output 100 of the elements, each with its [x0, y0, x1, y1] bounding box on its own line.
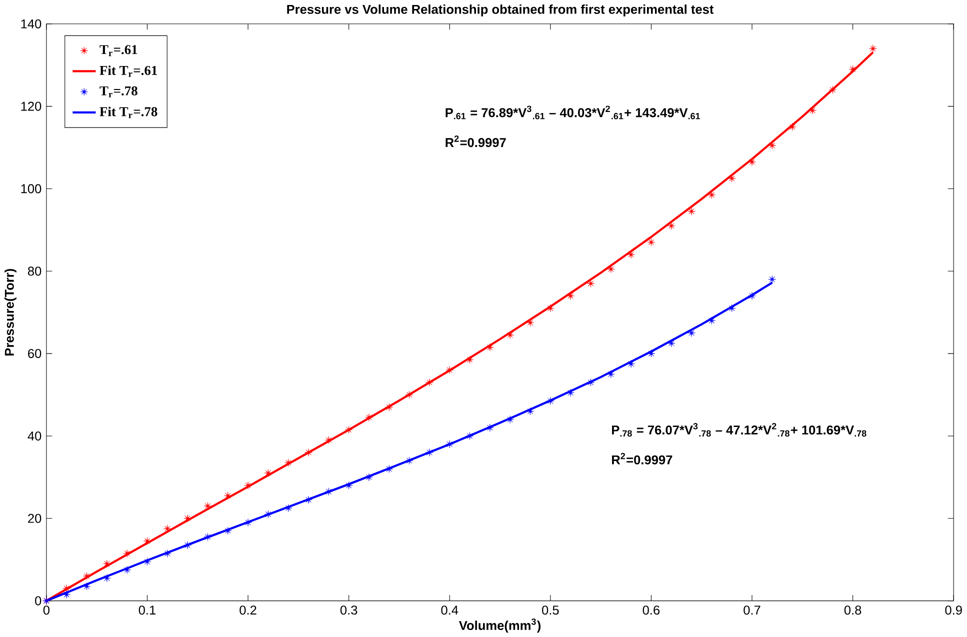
point [768, 142, 776, 150]
point [506, 416, 514, 424]
annotation: R$^{2}$=0.9997 [446, 136, 506, 148]
point [869, 44, 877, 52]
point [103, 560, 111, 568]
x-tick-label: 0.8 [844, 606, 862, 615]
point [264, 469, 272, 477]
point [405, 390, 414, 399]
point [446, 440, 454, 448]
point [688, 207, 696, 216]
point [426, 378, 434, 386]
point [385, 403, 394, 412]
point [627, 360, 635, 368]
point [708, 316, 716, 324]
y-tick-label: 140 [21, 19, 42, 28]
point [446, 366, 454, 374]
x-tick-label: 0.4 [441, 606, 458, 615]
point [768, 275, 776, 284]
point [62, 590, 70, 599]
point [204, 532, 212, 541]
point [324, 488, 333, 496]
text: P$_{.78}$ = 76.07*V$^{3}$$_{.78}$ – 47.12*V$^{2}$$_{.78}$+ 101.69*V$_{.78}$ [612, 422, 866, 437]
point [667, 222, 676, 230]
point [143, 558, 152, 566]
point [828, 86, 837, 94]
point [848, 65, 857, 74]
point [264, 510, 272, 518]
point [163, 549, 172, 558]
point [546, 304, 554, 312]
point [184, 541, 192, 550]
point [224, 492, 232, 500]
point [627, 250, 635, 259]
point [163, 524, 172, 533]
point [82, 572, 91, 580]
point [344, 426, 353, 434]
text: P$_{.61}$ = 76.89*V$^{3}$$_{.61}$ – 40.03*V$^{2}$$_{.61}$+ 143.49*V$_{.61}$ [446, 106, 700, 120]
point [365, 413, 373, 422]
point [566, 388, 574, 397]
point [284, 504, 292, 512]
point [808, 106, 816, 114]
point [123, 566, 131, 574]
point [123, 549, 131, 558]
legend-label: Fit T$_{r}$=.78 [100, 106, 158, 118]
point [526, 407, 534, 416]
legend-label: T$_{r}$=.78 [100, 86, 138, 98]
point [506, 331, 514, 339]
point [486, 343, 494, 352]
point [82, 582, 91, 590]
point [62, 584, 70, 592]
point [586, 378, 595, 386]
x-axis-title: Volume(mm$^{3}$) [458, 618, 541, 633]
y-tick-label: 60 [28, 348, 42, 358]
x-tick-label: 0.3 [340, 606, 358, 615]
point [304, 496, 312, 504]
y-tick-label: 40 [28, 431, 42, 440]
point [244, 518, 252, 526]
legend-label: Fit T$_{r}$=.61 [100, 65, 157, 77]
point [647, 238, 656, 246]
x-tick-label: 0 [43, 606, 50, 615]
x-tick-label: 0.7 [744, 606, 760, 615]
point [103, 574, 111, 582]
y-tick-label: 100 [21, 184, 42, 194]
y-tick-label: 120 [21, 102, 42, 111]
point [244, 481, 252, 490]
legend-label: T$_{r}$=.61 [100, 45, 138, 56]
x-tick-label: 0.1 [138, 606, 156, 615]
point [466, 432, 474, 440]
point [385, 465, 394, 473]
y-tick-label: 80 [28, 266, 42, 276]
point [284, 458, 292, 467]
point [184, 514, 192, 522]
point [486, 424, 494, 432]
point [466, 356, 474, 364]
point [304, 448, 312, 456]
point [405, 456, 414, 465]
point [546, 397, 554, 405]
annotation: R$^{2}$=0.9997 [612, 452, 672, 464]
point [344, 481, 353, 490]
y-tick-label: 0 [35, 596, 42, 606]
y-axis-title: Pressure(Torr) [4, 268, 16, 356]
point [688, 329, 696, 337]
x-tick-label: 0.2 [240, 606, 256, 615]
point [526, 318, 534, 327]
point [566, 292, 574, 300]
point [426, 448, 434, 456]
point [324, 436, 333, 444]
y-tick-label: 20 [28, 514, 42, 523]
point [647, 350, 656, 358]
chart-title: Pressure vs Volume Relationship obtained from first experimental test [287, 4, 714, 16]
x-tick-label: 0.9 [945, 606, 962, 615]
point [586, 280, 595, 288]
point [667, 339, 676, 348]
point [606, 265, 615, 273]
x-tick-label: 0.6 [642, 606, 660, 615]
point [365, 473, 373, 482]
point [204, 502, 212, 510]
x-tick-label: 0.5 [542, 606, 559, 615]
point [788, 122, 796, 131]
point [748, 292, 756, 300]
point [143, 537, 152, 545]
